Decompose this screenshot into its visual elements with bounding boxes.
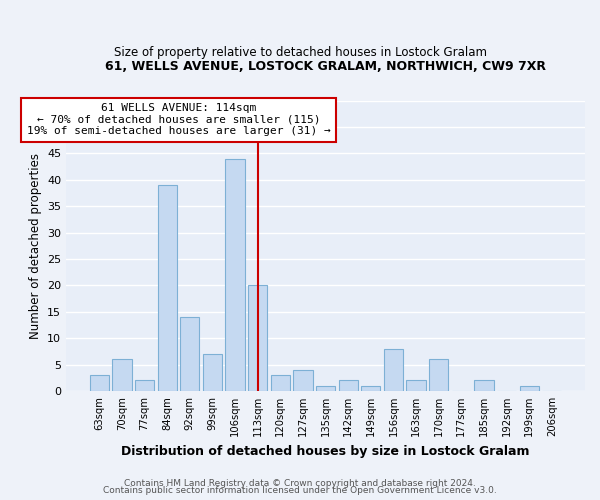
Bar	[361, 386, 380, 391]
Bar	[293, 370, 313, 391]
Bar	[158, 185, 177, 391]
Y-axis label: Number of detached properties: Number of detached properties	[29, 152, 41, 338]
Bar	[135, 380, 154, 391]
Bar	[475, 380, 494, 391]
Bar	[112, 360, 131, 391]
Bar	[429, 360, 448, 391]
Bar	[520, 386, 539, 391]
Bar	[180, 317, 199, 391]
Bar	[203, 354, 222, 391]
Bar	[226, 158, 245, 391]
Bar	[90, 375, 109, 391]
Bar	[406, 380, 425, 391]
Text: Contains public sector information licensed under the Open Government Licence v3: Contains public sector information licen…	[103, 486, 497, 495]
X-axis label: Distribution of detached houses by size in Lostock Gralam: Distribution of detached houses by size …	[121, 444, 530, 458]
Bar	[384, 348, 403, 391]
Bar	[271, 375, 290, 391]
Bar	[338, 380, 358, 391]
Text: 61 WELLS AVENUE: 114sqm
← 70% of detached houses are smaller (115)
19% of semi-d: 61 WELLS AVENUE: 114sqm ← 70% of detache…	[26, 103, 331, 136]
Text: Size of property relative to detached houses in Lostock Gralam: Size of property relative to detached ho…	[113, 46, 487, 59]
Bar	[248, 286, 268, 391]
Title: 61, WELLS AVENUE, LOSTOCK GRALAM, NORTHWICH, CW9 7XR: 61, WELLS AVENUE, LOSTOCK GRALAM, NORTHW…	[105, 60, 546, 73]
Text: Contains HM Land Registry data © Crown copyright and database right 2024.: Contains HM Land Registry data © Crown c…	[124, 478, 476, 488]
Bar	[316, 386, 335, 391]
